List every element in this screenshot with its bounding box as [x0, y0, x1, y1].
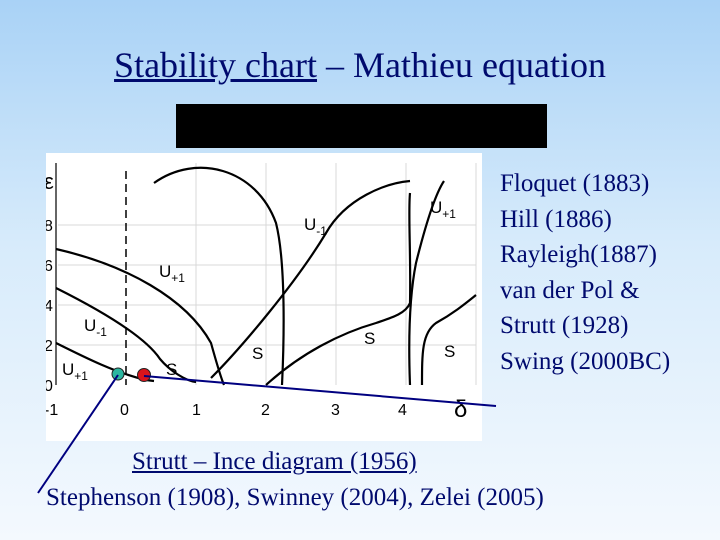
label-s4: S [444, 342, 455, 361]
x-axis-symbol: δ [454, 396, 467, 423]
x-tick-3: 3 [331, 402, 340, 419]
y-tick-4: 4 [46, 298, 53, 315]
ref-van-der-pol: van der Pol & [500, 276, 640, 304]
y-tick-8: 8 [46, 218, 53, 235]
stability-chart: ε 8 6 4 2 0 -1 0 1 2 3 4 δ U+1 U-1 U+1 U… [44, 153, 482, 441]
label-u-minus-1-left: U-1 [84, 316, 107, 339]
x-tick-neg1: -1 [46, 402, 58, 419]
label-u-plus-1-top: U+1 [430, 198, 456, 221]
label-s1: S [166, 360, 177, 379]
ref-strutt: Strutt (1928) [500, 312, 629, 339]
x-tick-0: 0 [120, 402, 129, 419]
x-tick-1: 1 [192, 402, 201, 419]
x-tick-labels: -1 0 1 2 3 4 δ [44, 396, 467, 423]
ref-rayleigh: Rayleigh(1887) [500, 241, 657, 268]
label-u-minus-1-top: U-1 [304, 215, 327, 238]
label-s2: S [252, 344, 263, 363]
curve-h [420, 294, 477, 386]
grid [58, 163, 477, 385]
title-sub: Mathieu equation [353, 45, 606, 85]
curve-g [408, 180, 445, 386]
ref-hill: Hill (1886) [500, 205, 612, 233]
ref-floquet: Floquet (1883) [500, 170, 650, 197]
y-tick-2: 2 [46, 338, 53, 355]
x-tick-2: 2 [261, 402, 270, 419]
ref-swing: Swing (2000BC) [500, 347, 671, 375]
x-tick-4: 4 [398, 402, 407, 419]
slide-title: Stability chart – Mathieu equation [0, 44, 720, 86]
title-separator: – [317, 45, 354, 85]
curve-d [153, 166, 285, 386]
y-tick-0: 0 [46, 378, 53, 395]
label-s3: S [364, 329, 375, 348]
y-tick-labels: ε 8 6 4 2 0 [44, 169, 54, 395]
stability-chart-svg: ε 8 6 4 2 0 -1 0 1 2 3 4 δ U+1 U-1 U+1 U… [44, 163, 477, 423]
y-tick-6: 6 [46, 258, 53, 275]
region-labels: U+1 U-1 U+1 U-1 U+1 S S S S [62, 198, 456, 383]
label-u-plus-1-mid: U+1 [159, 262, 185, 285]
curve-e [210, 179, 411, 379]
teal-dot [111, 367, 125, 381]
strutt-ince-label: Strutt – Ince diagram (1956) [132, 448, 417, 475]
red-dot [137, 368, 151, 382]
curve-f [265, 192, 412, 386]
bottom-references: Stephenson (1908), Swinney (2004), Zelei… [46, 484, 544, 511]
y-axis-symbol: ε [46, 169, 54, 194]
title-main: Stability chart [114, 45, 318, 85]
redacted-box [176, 104, 547, 148]
label-u-plus-1-bottom: U+1 [62, 360, 88, 383]
curve-c [55, 247, 226, 386]
reference-list: Floquet (1883) Hill (1886) Rayleigh(1887… [500, 166, 720, 379]
